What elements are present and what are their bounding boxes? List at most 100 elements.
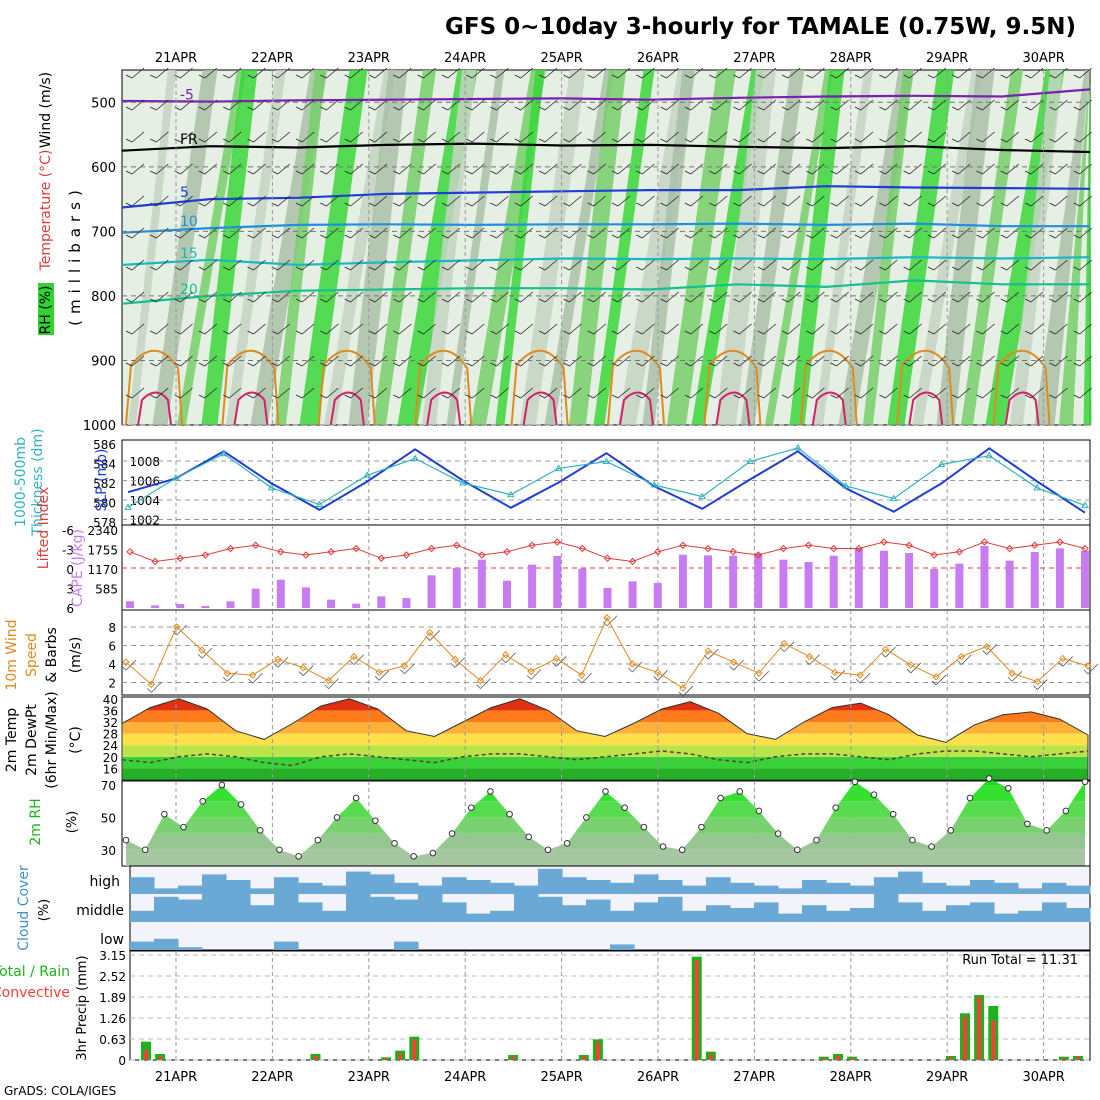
wind-barb bbox=[781, 259, 801, 271]
wind-barb bbox=[660, 227, 679, 239]
wind-barb bbox=[295, 259, 315, 271]
wind-barb bbox=[636, 227, 655, 239]
top-date-label: 30APR bbox=[1022, 51, 1064, 66]
isotherm-35 bbox=[137, 391, 172, 426]
wind-barb bbox=[417, 227, 436, 239]
wind-barb bbox=[903, 227, 922, 239]
wind-barb bbox=[125, 323, 145, 335]
wind-barb bbox=[441, 323, 461, 335]
wind-barb bbox=[320, 67, 339, 79]
wind-barb bbox=[1000, 227, 1020, 239]
wind-barb bbox=[1000, 131, 1020, 143]
wind-barb bbox=[611, 355, 631, 367]
rh-point bbox=[870, 791, 878, 799]
precip-convective-bar bbox=[948, 1057, 953, 1060]
rh-point bbox=[698, 823, 705, 831]
cape-tick: 2340 bbox=[87, 524, 118, 538]
li-point bbox=[251, 541, 260, 549]
wind-barb bbox=[903, 291, 922, 303]
isotherm-10 bbox=[121, 222, 1090, 234]
wind-barb bbox=[976, 259, 995, 271]
li-point bbox=[352, 544, 360, 553]
wind-barb bbox=[982, 644, 998, 655]
wind-barb bbox=[660, 131, 679, 143]
wind-barb bbox=[198, 387, 218, 399]
li-point bbox=[704, 544, 712, 553]
precip-tick: 0 bbox=[118, 1054, 126, 1068]
isotherm-30 bbox=[317, 349, 376, 426]
cloud-bar-middle bbox=[826, 910, 851, 922]
wind-barb bbox=[344, 291, 363, 303]
wind-barb bbox=[368, 99, 388, 111]
wind-barb bbox=[223, 99, 242, 111]
rh-point bbox=[467, 804, 475, 811]
wind-point bbox=[704, 647, 712, 655]
wind-barb bbox=[150, 67, 169, 79]
temp-band bbox=[122, 733, 1088, 746]
wind-barb bbox=[441, 163, 461, 175]
bottom-date-label: 30APR bbox=[1022, 1070, 1064, 1085]
cloud-bar-high bbox=[850, 885, 875, 894]
wind-barb bbox=[1049, 355, 1068, 367]
wind-barb bbox=[368, 163, 388, 175]
wind-barb bbox=[611, 259, 631, 271]
cape-bar bbox=[779, 559, 788, 608]
cloud-bar-high bbox=[994, 882, 1019, 894]
bottom-date-label: 26APR bbox=[637, 1070, 679, 1085]
rh-point bbox=[774, 830, 782, 837]
temp-label-4: (°C) bbox=[68, 726, 84, 754]
cape-bar bbox=[151, 605, 160, 608]
slp-tick: 1008 bbox=[129, 455, 160, 469]
wind-barb bbox=[879, 163, 898, 175]
wind-barb bbox=[854, 227, 874, 239]
wind-barb bbox=[344, 67, 363, 79]
wind-barb bbox=[1073, 163, 1092, 175]
wind-barb bbox=[903, 323, 922, 335]
wind-barb bbox=[733, 99, 752, 111]
cloud-bar-high bbox=[946, 885, 971, 894]
wind-barb bbox=[879, 323, 898, 335]
wind-barb bbox=[563, 163, 582, 175]
cloud-bar-middle bbox=[682, 910, 707, 922]
rh-point bbox=[966, 794, 974, 802]
wind-barb bbox=[587, 291, 606, 303]
wind-barb bbox=[514, 67, 534, 79]
top-date-label: 26APR bbox=[637, 51, 679, 66]
wind-barb bbox=[295, 227, 315, 239]
cape-bar bbox=[502, 580, 511, 608]
wind-barb bbox=[393, 67, 412, 79]
cloud-bar-middle bbox=[202, 894, 227, 922]
rh-band bbox=[1010, 70, 1063, 425]
wind-point bbox=[198, 646, 206, 654]
wind-barb bbox=[344, 355, 363, 367]
cloud-bar-high bbox=[874, 877, 899, 894]
wind-barb bbox=[1024, 387, 1044, 399]
wind-barb bbox=[417, 163, 436, 175]
wind-barb bbox=[587, 163, 606, 175]
wind-point bbox=[502, 651, 510, 659]
wind-barb bbox=[223, 67, 242, 79]
wind-barb bbox=[709, 227, 728, 239]
rh-tick: 50 bbox=[101, 811, 116, 825]
cloud-bar-middle bbox=[1066, 908, 1091, 922]
rh-band bbox=[348, 70, 408, 425]
rh-band bbox=[887, 70, 955, 425]
wind-barb bbox=[223, 163, 242, 175]
top-date-label: 22APR bbox=[251, 51, 293, 66]
wind-barb bbox=[830, 259, 849, 271]
wind-barb bbox=[952, 67, 971, 79]
cloud-bar-low bbox=[394, 941, 419, 950]
wind-barb bbox=[247, 387, 266, 399]
wind-barb bbox=[172, 624, 187, 636]
wind-barb bbox=[466, 163, 485, 175]
wind-barb bbox=[781, 323, 801, 335]
wind-barb bbox=[247, 323, 266, 335]
wind-barb bbox=[709, 67, 728, 79]
li-point bbox=[1056, 538, 1064, 546]
wind-barb bbox=[466, 227, 485, 239]
wind-barb bbox=[1073, 387, 1092, 399]
pressure-axis: 500 600 700 800 900 1000 bbox=[83, 70, 1090, 434]
precip-convective-bar bbox=[398, 1053, 403, 1060]
rh-band bbox=[520, 70, 586, 425]
wind-barb bbox=[441, 259, 461, 271]
